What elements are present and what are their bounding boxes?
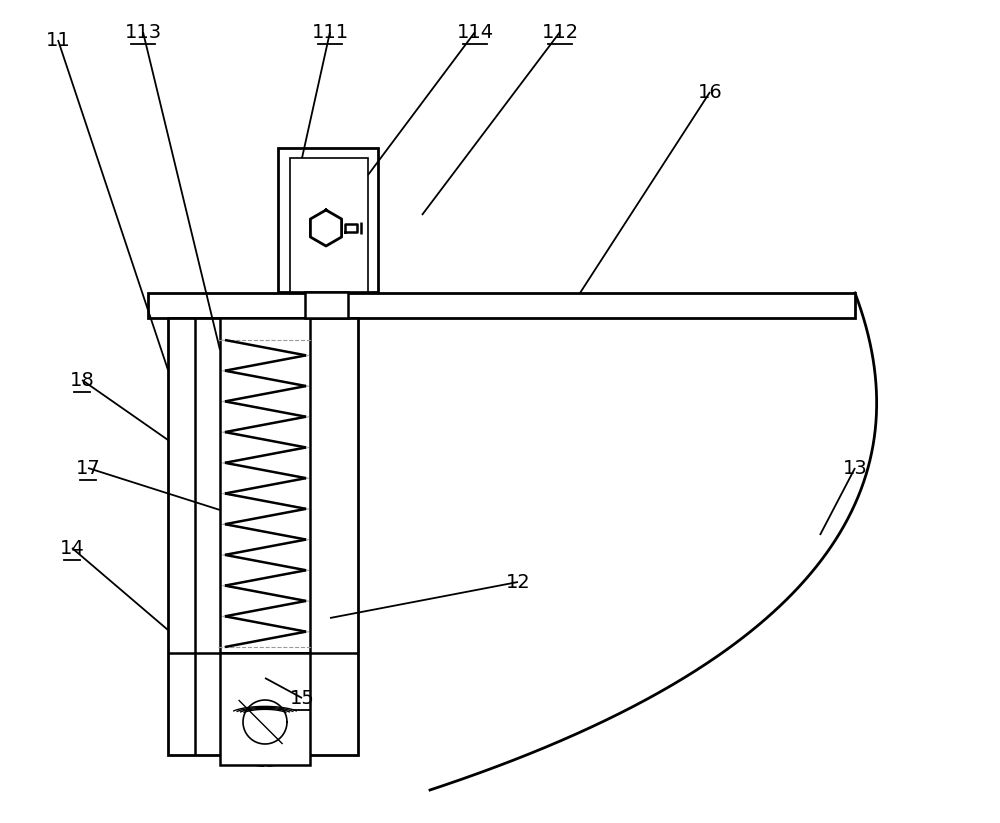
Text: 16: 16 [698,82,722,101]
Text: 113: 113 [124,22,162,41]
Text: 112: 112 [541,22,579,41]
Text: 18: 18 [70,370,94,389]
Text: 15: 15 [290,689,314,708]
Bar [220,318,310,653]
Text: 13: 13 [843,458,867,477]
Text: 111: 111 [311,22,349,41]
Bar [168,318,358,755]
Bar [290,158,368,292]
Text: 12: 12 [506,573,530,592]
Text: 11: 11 [46,30,70,49]
Bar [278,148,378,292]
Bar [148,293,855,318]
Text: 17: 17 [76,458,100,477]
Text: 14: 14 [60,538,84,557]
Bar [305,292,348,318]
Bar [220,653,310,765]
Text: 114: 114 [456,22,494,41]
